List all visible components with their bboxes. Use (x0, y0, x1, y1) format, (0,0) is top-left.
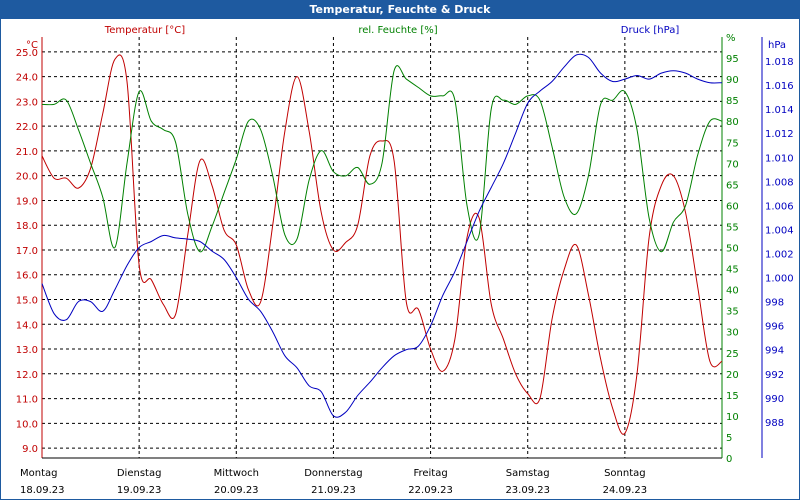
humidity-tick-label: 0 (726, 454, 732, 465)
humidity-tick-label: 65 (726, 180, 739, 191)
legend-temperature: Temperatur [°C] (104, 25, 185, 36)
x-tick-date: 24.09.23 (603, 485, 648, 496)
temperature-tick-label: 24.0 (16, 73, 38, 84)
temperature-tick-label: 25.0 (16, 48, 38, 59)
temperature-tick-label: 14.0 (16, 320, 38, 331)
x-tick-date: 22.09.23 (408, 485, 453, 496)
x-tick-date: 19.09.23 (117, 485, 162, 496)
pressure-tick-label: 988 (765, 418, 784, 429)
humidity-tick-label: 35 (726, 307, 739, 318)
temperature-tick-label: 22.0 (16, 122, 38, 133)
pressure-tick-label: 1.010 (765, 153, 794, 164)
temperature-tick-label: 9.0 (22, 444, 38, 455)
axes (41, 37, 763, 459)
temperature-tick-label: 10.0 (16, 419, 38, 430)
temperature-series-line (41, 54, 723, 435)
legend-pressure: Druck [hPa] (621, 25, 680, 36)
pressure-tick-label: 1.008 (765, 177, 794, 188)
pressure-tick-label: 996 (765, 322, 784, 333)
x-tick-date: 23.09.23 (505, 485, 550, 496)
humidity-tick-label: % (726, 33, 736, 44)
x-tick-date: 20.09.23 (214, 485, 259, 496)
series-group (41, 53, 723, 435)
pressure-tick-label: 998 (765, 298, 784, 309)
temperature-tick-label: 20.0 (16, 172, 38, 183)
pressure-tick-label: 994 (765, 346, 784, 357)
humidity-tick-label: 70 (726, 159, 739, 170)
humidity-tick-label: 80 (726, 117, 739, 128)
humidity-tick-label: 40 (726, 286, 739, 297)
x-tick-day: Donnerstag (304, 468, 362, 479)
humidity-tick-label: 10 (726, 412, 739, 423)
temperature-tick-label: 11.0 (16, 395, 38, 406)
pressure-axis-unit: hPa (768, 40, 786, 51)
humidity-series-line (41, 65, 723, 253)
pressure-tick-label: 1.018 (765, 57, 794, 68)
humidity-tick-label: 15 (726, 391, 739, 402)
window-title: Temperatur, Feuchte & Druck (0, 0, 800, 19)
temperature-tick-label: 12.0 (16, 370, 38, 381)
humidity-tick-label: 90 (726, 75, 739, 86)
humidity-tick-label: 75 (726, 138, 739, 149)
x-tick-day: Dienstag (117, 468, 162, 479)
humidity-tick-label: 25 (726, 349, 739, 360)
temperature-tick-label: 23.0 (16, 97, 38, 108)
pressure-tick-label: 1.016 (765, 81, 794, 92)
x-tick-day: Freitag (413, 468, 447, 479)
pressure-tick-label: 1.004 (765, 225, 794, 236)
temperature-tick-label: 17.0 (16, 246, 38, 257)
legend-humidity: rel. Feuchte [%] (358, 25, 437, 36)
temperature-tick-label: 16.0 (16, 271, 38, 282)
humidity-tick-label: 20 (726, 370, 739, 381)
pressure-tick-label: 1.002 (765, 250, 794, 261)
temperature-tick-label: 19.0 (16, 196, 38, 207)
pressure-tick-label: 992 (765, 370, 784, 381)
axis-labels: Temperatur [°C] rel. Feuchte [%] Druck [hP… (16, 25, 794, 496)
x-tick-day: Mittwoch (214, 468, 259, 479)
pressure-series-line (41, 53, 723, 418)
x-tick-day: Montag (20, 468, 57, 479)
temperature-tick-label: 18.0 (16, 221, 38, 232)
humidity-tick-label: 95 (726, 54, 739, 65)
temperature-axis-unit: °C (26, 40, 38, 51)
pressure-tick-label: 1.012 (765, 129, 794, 140)
humidity-tick-label: 60 (726, 201, 739, 212)
humidity-tick-label: 45 (726, 265, 739, 276)
x-tick-day: Sonntag (604, 468, 646, 479)
pressure-tick-label: 1.014 (765, 105, 794, 116)
humidity-tick-label: 55 (726, 222, 739, 233)
temperature-tick-label: 15.0 (16, 296, 38, 307)
x-tick-date: 18.09.23 (20, 485, 65, 496)
humidity-tick-label: 5 (726, 433, 732, 444)
temperature-tick-label: 13.0 (16, 345, 38, 356)
pressure-tick-label: 1.000 (765, 274, 794, 285)
temperature-tick-label: 21.0 (16, 147, 38, 158)
x-tick-day: Samstag (506, 468, 550, 479)
humidity-tick-label: 50 (726, 244, 739, 255)
x-tick-date: 21.09.23 (311, 485, 356, 496)
grid (42, 37, 722, 458)
humidity-tick-label: 30 (726, 328, 739, 339)
humidity-tick-label: 85 (726, 96, 739, 107)
pressure-tick-label: 990 (765, 394, 784, 405)
pressure-tick-label: 1.006 (765, 201, 794, 212)
